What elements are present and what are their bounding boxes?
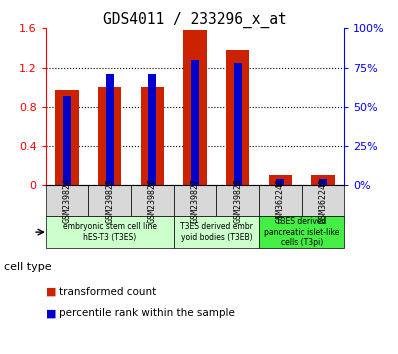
Bar (226, 50, 250, 185)
Bar (131, 185, 174, 216)
Bar (191, 60, 199, 185)
Text: GSM239824: GSM239824 (62, 178, 72, 223)
Text: ■: ■ (46, 287, 56, 297)
Text: cell type: cell type (4, 262, 52, 272)
Text: ■: ■ (46, 308, 56, 318)
Bar (259, 216, 344, 248)
Bar (269, 175, 292, 185)
Bar (98, 87, 121, 185)
Text: transformed count: transformed count (59, 287, 156, 297)
Bar (174, 216, 259, 248)
Text: percentile rank within the sample: percentile rank within the sample (59, 308, 235, 318)
Bar (46, 185, 88, 216)
Bar (311, 175, 335, 185)
Bar (46, 216, 174, 248)
Text: GSM239828: GSM239828 (233, 178, 242, 223)
Text: GSM362249: GSM362249 (318, 178, 328, 223)
Text: GSM239826: GSM239826 (148, 178, 157, 223)
Bar (276, 179, 285, 185)
Text: embryonic stem cell line
hES-T3 (T3ES): embryonic stem cell line hES-T3 (T3ES) (63, 222, 157, 242)
Bar (217, 185, 259, 216)
Bar (259, 185, 302, 216)
Text: GSM362248: GSM362248 (276, 178, 285, 223)
Text: GSM239827: GSM239827 (191, 178, 199, 223)
Bar (148, 74, 156, 185)
Bar (63, 96, 71, 185)
Bar (55, 90, 79, 185)
Bar (234, 63, 242, 185)
Bar (302, 185, 344, 216)
Text: T3ES derived embr
yoid bodies (T3EB): T3ES derived embr yoid bodies (T3EB) (180, 222, 253, 242)
Bar (183, 30, 207, 185)
Text: GSM239825: GSM239825 (105, 178, 114, 223)
Text: T3ES derived
pancreatic islet-like
cells (T3pi): T3ES derived pancreatic islet-like cells… (264, 217, 339, 247)
Bar (140, 87, 164, 185)
Bar (174, 185, 217, 216)
Bar (88, 185, 131, 216)
Bar (105, 74, 114, 185)
Title: GDS4011 / 233296_x_at: GDS4011 / 233296_x_at (103, 12, 287, 28)
Bar (319, 179, 327, 185)
